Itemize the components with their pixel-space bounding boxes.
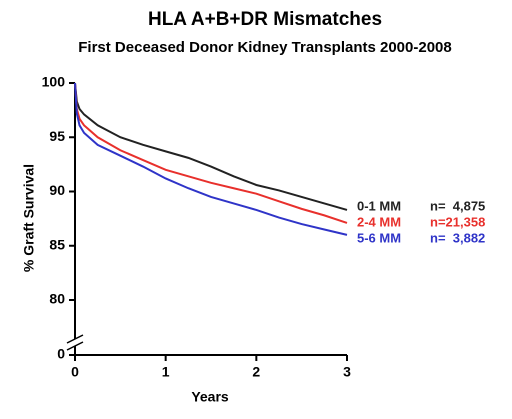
legend-count: n=21,358 — [430, 214, 485, 229]
chart-title: HLA A+B+DR Mismatches — [148, 9, 382, 30]
y-tick-label: 80 — [49, 291, 65, 307]
y-tick-label: 95 — [49, 128, 65, 144]
x-tick-label: 1 — [162, 364, 170, 380]
legend-label: 0-1 MM — [357, 198, 401, 213]
y-tick-label: 85 — [49, 236, 65, 252]
axis-break-gap — [67, 339, 83, 346]
y-tick-label: 100 — [42, 74, 66, 90]
axis-break-mark — [66, 334, 84, 344]
legend-count: n= 4,875 — [430, 198, 485, 213]
chart-subtitle: First Deceased Donor Kidney Transplants … — [78, 39, 451, 56]
axis-break-mark — [66, 341, 84, 351]
x-tick-label: 3 — [343, 364, 351, 380]
legend-label: 2-4 MM — [357, 214, 401, 229]
survival-line — [74, 82, 348, 224]
x-tick-label: 0 — [71, 364, 79, 380]
survival-line — [74, 82, 348, 211]
x-tick-label: 2 — [252, 364, 260, 380]
y-tick-label: 0 — [57, 346, 65, 362]
y-axis-label: % Graft Survival — [21, 164, 37, 272]
x-axis-label: Years — [191, 389, 229, 405]
legend-label: 5-6 MM — [357, 230, 401, 245]
survival-line — [74, 82, 348, 236]
legend-count: n= 3,882 — [430, 230, 485, 245]
y-tick-label: 90 — [49, 182, 65, 198]
